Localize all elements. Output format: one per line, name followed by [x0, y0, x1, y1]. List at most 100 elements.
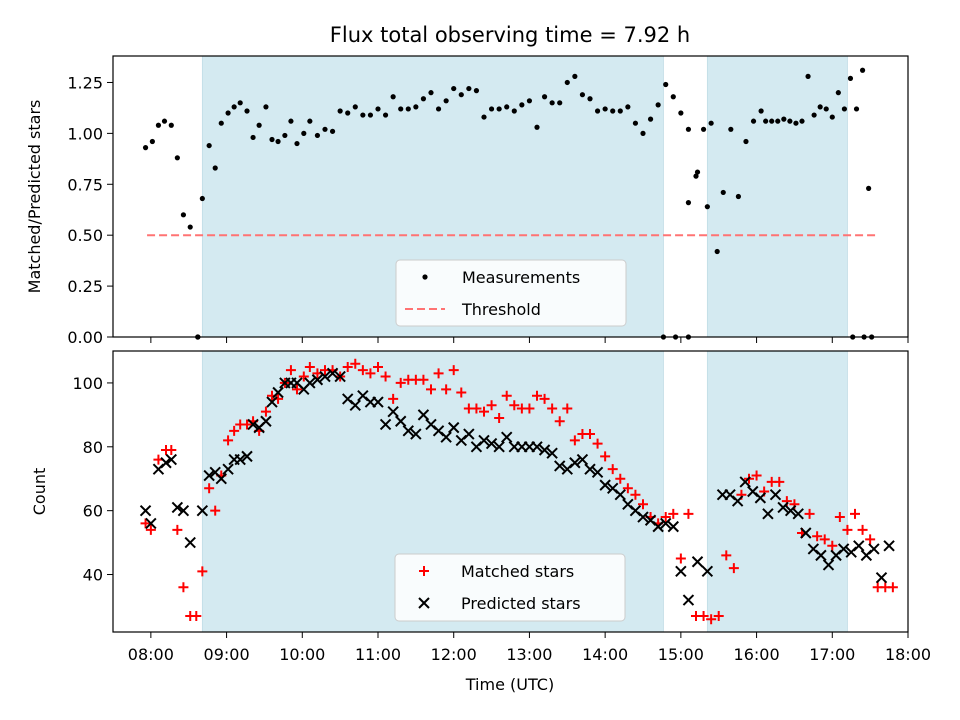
matched-stars-point: [229, 425, 240, 436]
matched-stars-point: [433, 368, 444, 379]
matched-stars-point: [509, 400, 520, 411]
measurement-point: [799, 118, 805, 124]
matched-stars-point: [887, 582, 898, 593]
measurement-point: [579, 92, 586, 98]
predicted-stars-point: [184, 536, 196, 549]
measurement-point: [835, 90, 841, 96]
matched-stars-point: [592, 438, 603, 449]
matched-stars-point: [728, 563, 739, 574]
matched-stars-point: [607, 464, 618, 475]
measurement-point: [823, 106, 829, 112]
predicted-stars-point: [554, 460, 566, 472]
measurement-point: [572, 73, 578, 79]
measurement-point: [594, 108, 601, 114]
measurement-point: [405, 106, 411, 112]
matched-stars-point: [166, 444, 177, 455]
measurement-point: [237, 100, 243, 106]
matched-stars-point: [418, 374, 429, 385]
matched-stars-point: [721, 550, 732, 561]
matched-stars-point: [812, 531, 823, 542]
measurement-point: [678, 110, 684, 116]
legend-label: Predicted stars: [461, 594, 581, 613]
measurement-point: [314, 132, 321, 139]
y-tick-label: 0.25: [67, 277, 103, 296]
measurement-point: [704, 204, 710, 210]
matched-stars-point: [532, 390, 542, 401]
predicted-stars-point: [652, 520, 664, 533]
measurement-point: [473, 88, 480, 94]
measurement-point: [663, 81, 669, 88]
matched-stars-point: [342, 361, 353, 372]
measurement-point: [451, 85, 457, 92]
matched-stars-point: [713, 611, 724, 622]
measurement-point: [781, 116, 787, 122]
predicted-stars-point: [675, 565, 687, 578]
predicted-stars-point: [853, 540, 865, 552]
predicted-stars-point: [203, 469, 215, 482]
matched-stars-point: [850, 508, 860, 519]
predicted-stars-point: [614, 488, 626, 501]
predicted-stars-point: [800, 527, 812, 539]
measurement-point: [275, 138, 281, 145]
measurement-point: [161, 118, 168, 124]
predicted-stars-point: [501, 431, 513, 443]
predicted-stars-point: [691, 556, 704, 568]
measurement-point: [142, 145, 149, 151]
predicted-stars-point: [584, 463, 596, 475]
y-tick-label: 100: [72, 374, 103, 393]
predicted-stars-point: [660, 517, 672, 530]
matched-stars-point: [842, 524, 853, 535]
measurement-point: [329, 128, 336, 134]
predicted-stars-point: [731, 495, 744, 507]
measurement-point: [413, 104, 419, 110]
matched-stars-point: [501, 390, 512, 401]
measurement-point: [685, 200, 692, 206]
measurement-point: [602, 106, 608, 112]
matched-stars-point: [260, 406, 271, 417]
measurement-point: [180, 212, 187, 218]
measurement-point: [847, 75, 854, 81]
matched-stars-point: [304, 361, 315, 372]
legend-marker-predicted: [418, 597, 430, 609]
measurement-point: [481, 114, 487, 120]
predicted-stars-point: [171, 501, 184, 514]
matched-stars-point: [554, 416, 565, 427]
measurement-point: [694, 169, 701, 175]
predicted-stars-point: [247, 418, 259, 431]
predicted-stars-point: [837, 543, 850, 555]
measurement-point: [168, 122, 174, 128]
matched-stars-point: [706, 614, 717, 625]
predicted-stars-point: [311, 374, 324, 386]
predicted-stars-point: [160, 457, 172, 469]
matched-stars-point: [441, 384, 452, 395]
y-axis-label: Matched/Predicted stars: [25, 100, 44, 294]
legend-label: Matched stars: [461, 562, 574, 581]
matched-stars-point: [223, 435, 234, 446]
measurement-point: [218, 120, 224, 126]
measurement-point: [496, 106, 502, 112]
matched-stars-point: [486, 400, 497, 411]
x-tick-label: 16:00: [734, 645, 780, 664]
predicted-stars-point: [478, 434, 490, 447]
measurement-point: [443, 98, 449, 104]
measurement-point: [301, 130, 307, 136]
matched-stars-point: [285, 365, 296, 376]
predicted-stars-point: [868, 543, 880, 555]
y-axis-label: Count: [30, 468, 49, 516]
measurement-point: [212, 165, 218, 171]
matched-stars-point: [291, 384, 302, 395]
matched-stars-point: [751, 470, 762, 481]
measurement-point: [322, 126, 328, 132]
matched-stars-point: [774, 476, 785, 487]
measurement-point: [199, 195, 205, 202]
matched-stars-point: [145, 524, 156, 535]
predicted-stars-point: [145, 517, 157, 530]
matched-stars-point: [365, 368, 376, 379]
measurement-point: [187, 224, 193, 230]
x-tick-label: 12:00: [431, 645, 477, 664]
matched-stars-point: [350, 358, 361, 369]
predicted-stars-point: [792, 508, 804, 520]
measurement-point: [853, 106, 860, 112]
predicted-stars-point: [241, 450, 253, 463]
measurement-point: [743, 138, 749, 145]
